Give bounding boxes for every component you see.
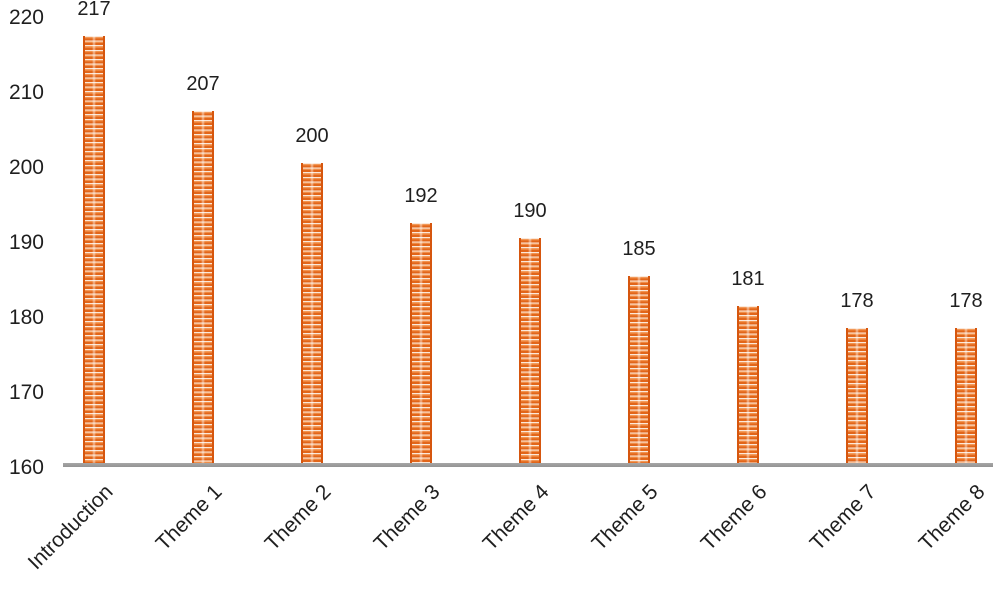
bar (519, 238, 541, 463)
bar (846, 328, 868, 463)
category-label: Introduction (23, 480, 118, 575)
y-tick-label: 180 (8, 306, 44, 329)
bar-value-label: 178 (840, 290, 874, 312)
bar (955, 328, 977, 463)
bar-value-label: 190 (513, 200, 547, 222)
bar (301, 163, 323, 463)
bar-value-label: 181 (731, 267, 765, 290)
y-tick-label: 220 (8, 6, 44, 29)
bar-value-label: 178 (949, 290, 983, 312)
bar (192, 110, 214, 463)
bar-value-label: 185 (622, 237, 656, 260)
bar-value-label: 217 (77, 0, 111, 20)
bar (83, 35, 105, 463)
y-tick-label: 160 (8, 456, 44, 479)
y-tick-label: 210 (8, 81, 44, 104)
bar (410, 223, 432, 463)
bar-value-label: 207 (186, 72, 220, 95)
bar (628, 275, 650, 463)
x-axis-line (63, 463, 993, 467)
bar-value-label: 200 (295, 125, 329, 147)
y-tick-label: 200 (8, 156, 44, 179)
y-tick-label: 170 (8, 381, 44, 404)
bar (737, 305, 759, 463)
bar-value-label: 192 (404, 185, 438, 207)
y-tick-label: 190 (8, 231, 44, 254)
